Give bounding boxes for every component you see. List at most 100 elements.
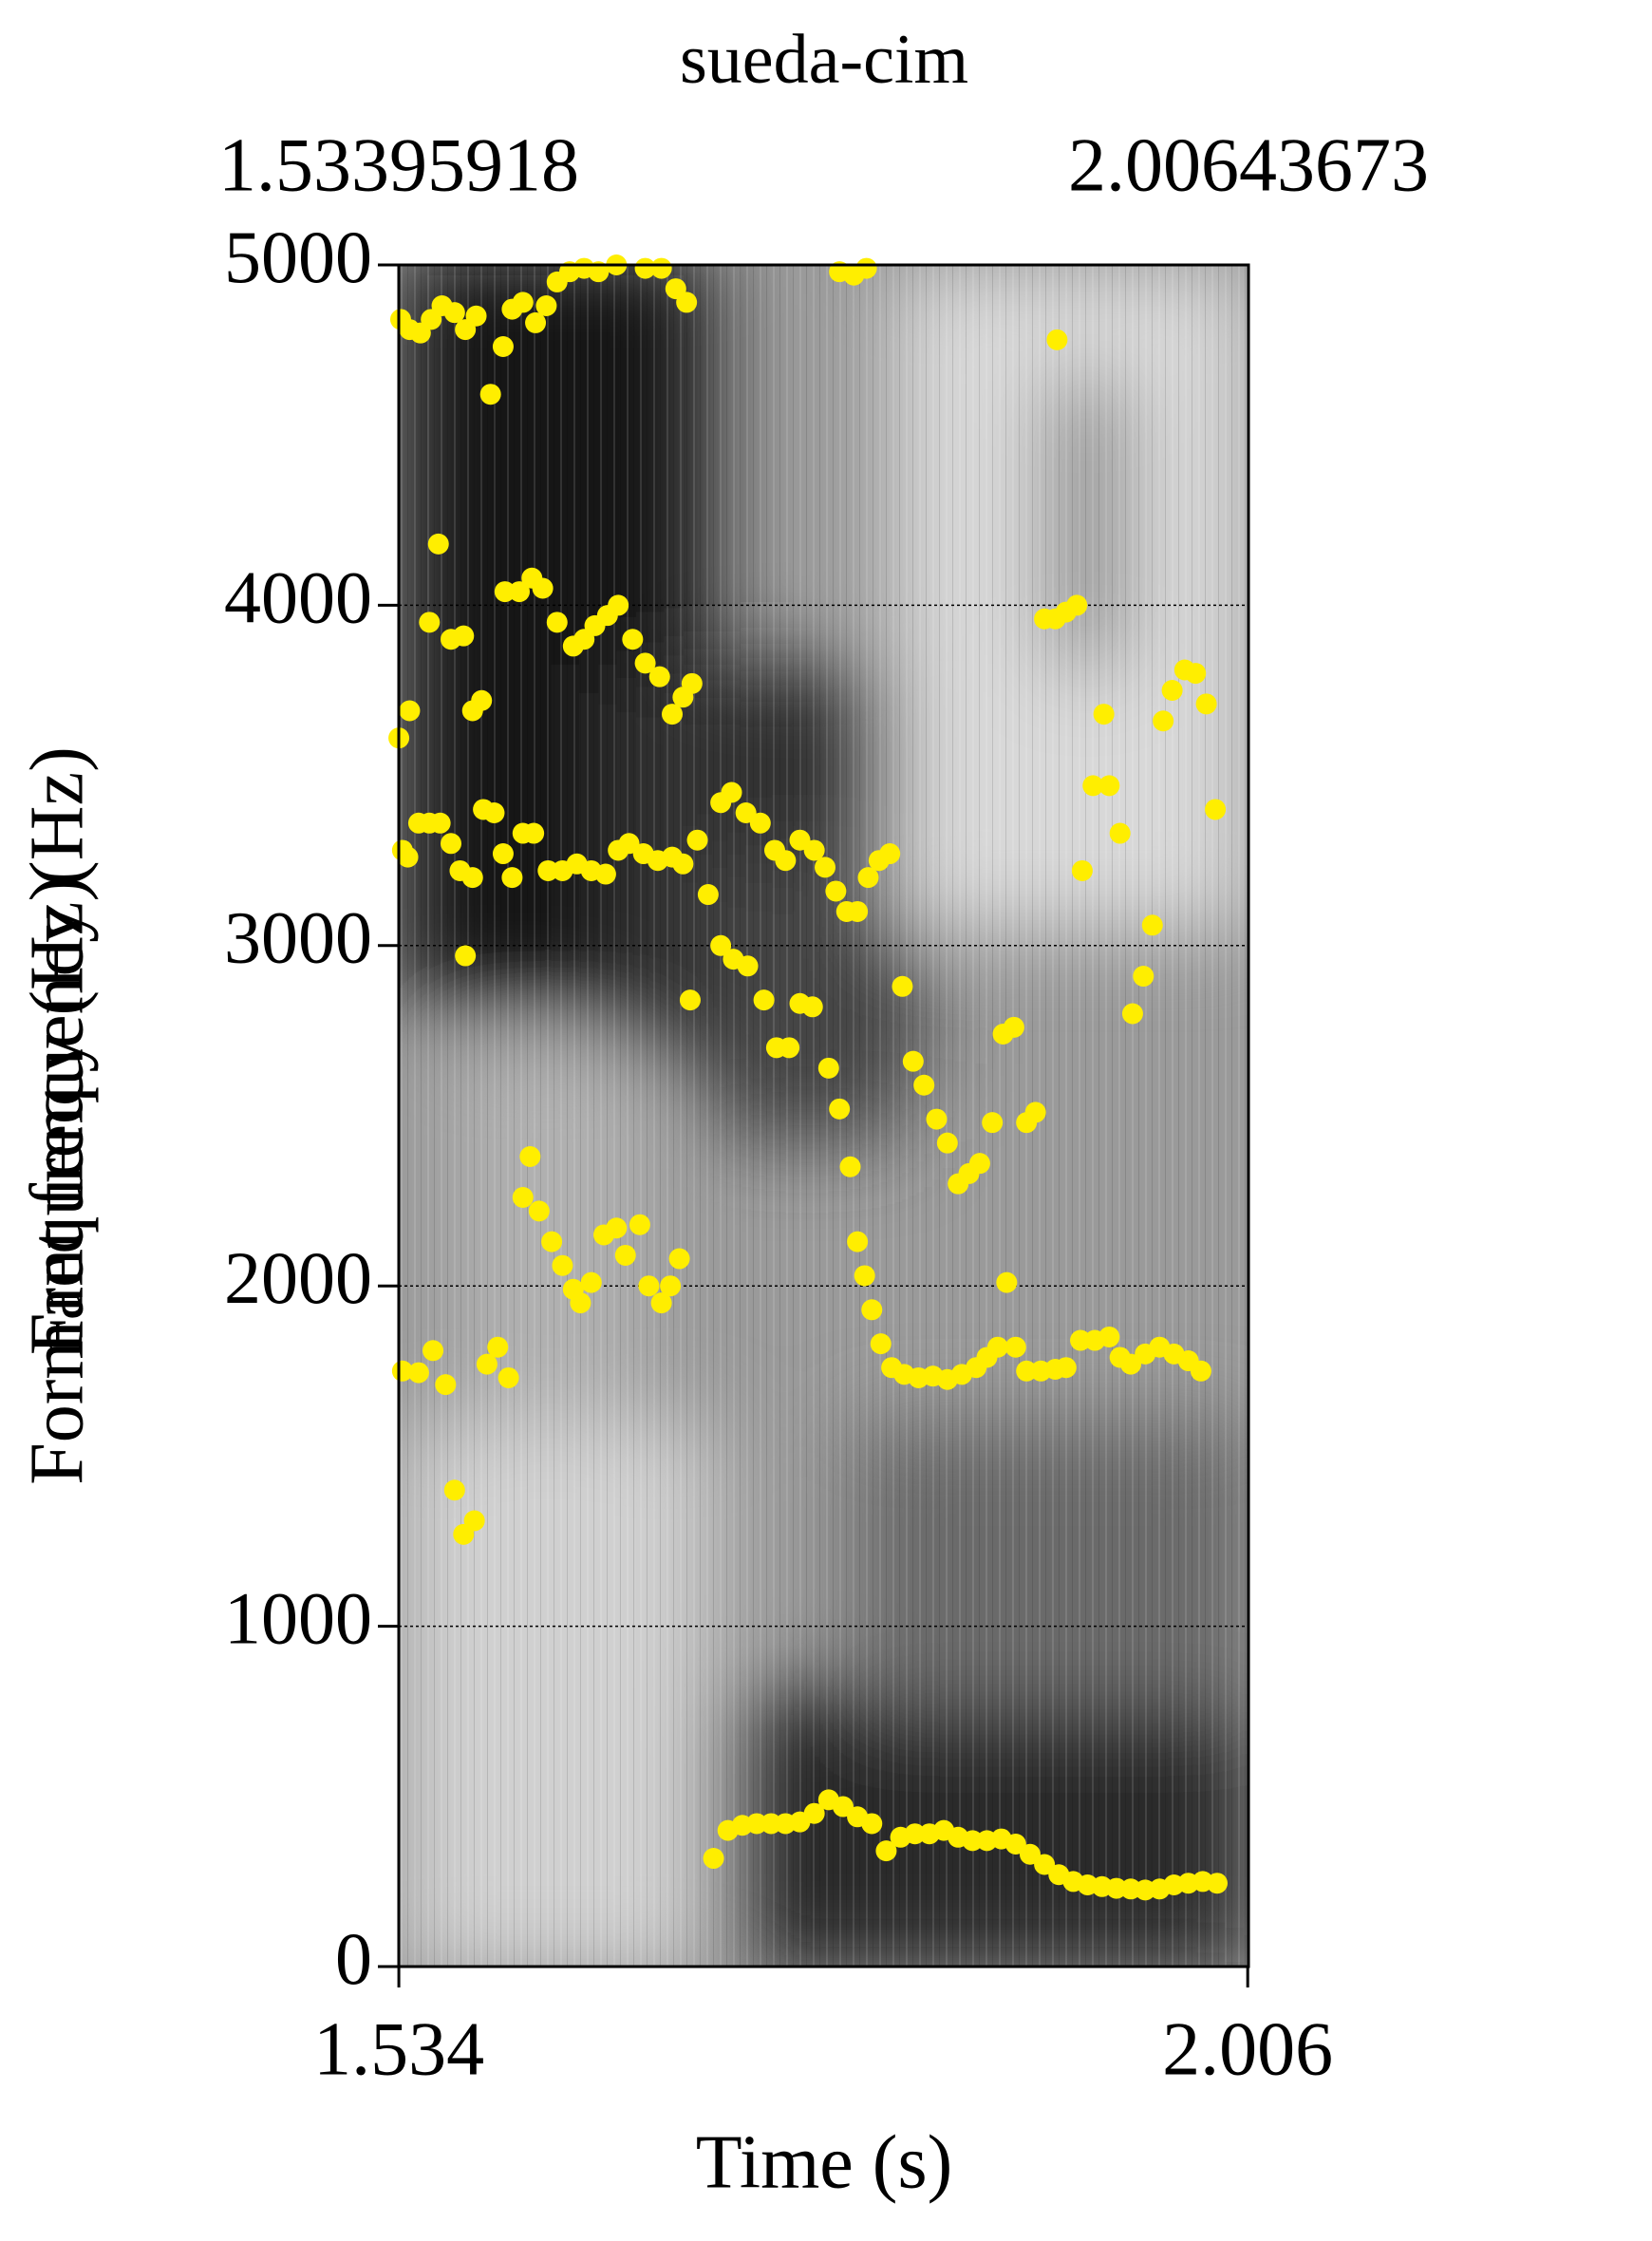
formant-point bbox=[650, 1292, 672, 1314]
formant-points bbox=[388, 254, 1228, 1901]
formant-point bbox=[570, 1292, 591, 1314]
formant-point bbox=[861, 1299, 883, 1321]
formant-point bbox=[606, 1217, 628, 1239]
formant-point bbox=[749, 812, 771, 834]
formant-point bbox=[1046, 329, 1068, 350]
formant-point bbox=[455, 945, 477, 967]
formant-point bbox=[519, 1146, 541, 1168]
formant-point bbox=[391, 1360, 413, 1382]
formant-point bbox=[508, 581, 530, 603]
formant-point bbox=[622, 629, 644, 650]
formant-point bbox=[801, 996, 823, 1018]
formant-point bbox=[902, 1050, 924, 1072]
formant-point bbox=[443, 302, 465, 324]
formant-point bbox=[422, 1340, 444, 1362]
formant-point bbox=[1071, 859, 1093, 881]
formant-point bbox=[1016, 1360, 1038, 1382]
formant-point bbox=[803, 1802, 825, 1824]
y-tick-label: 2000 bbox=[224, 1236, 372, 1319]
formant-point bbox=[608, 594, 629, 616]
formant-point bbox=[1070, 1329, 1092, 1351]
formant-point bbox=[660, 1275, 682, 1297]
formant-point bbox=[532, 577, 554, 599]
formant-point bbox=[523, 822, 545, 844]
x-axis-label: Time (s) bbox=[696, 2120, 952, 2204]
x-tick-label: 2.006 bbox=[1162, 2007, 1333, 2091]
formant-point bbox=[1093, 704, 1115, 725]
formant-point bbox=[535, 295, 557, 317]
formant-point bbox=[697, 884, 719, 906]
formant-point bbox=[629, 1214, 650, 1235]
formant-point bbox=[996, 1271, 1018, 1293]
formant-point bbox=[588, 261, 610, 283]
formant-point bbox=[1066, 594, 1088, 616]
formant-point bbox=[847, 900, 869, 922]
formant-point bbox=[429, 812, 451, 834]
formant-point bbox=[419, 612, 441, 633]
formant-point bbox=[926, 1108, 948, 1130]
formant-point bbox=[847, 1231, 869, 1252]
formant-point bbox=[552, 1254, 573, 1276]
y-tick-label: 5000 bbox=[224, 216, 372, 298]
formant-point bbox=[672, 853, 694, 875]
formant-point bbox=[528, 1200, 550, 1222]
formant-point bbox=[1205, 799, 1227, 820]
y-tick-label: 1000 bbox=[224, 1577, 372, 1660]
formant-point bbox=[1195, 693, 1217, 715]
formant-point bbox=[1082, 775, 1104, 797]
formant-point bbox=[1185, 663, 1207, 685]
formant-point bbox=[471, 689, 493, 711]
formant-point bbox=[1190, 1360, 1211, 1382]
formant-point bbox=[501, 867, 523, 889]
formant-point bbox=[1206, 1873, 1228, 1894]
formant-point bbox=[476, 1353, 497, 1375]
formant-point bbox=[650, 257, 672, 279]
formant-point bbox=[982, 1112, 1004, 1134]
formant-point bbox=[441, 833, 462, 855]
formant-point bbox=[861, 1813, 883, 1835]
formant-point bbox=[1003, 1016, 1024, 1038]
formant-point bbox=[541, 1231, 563, 1252]
formant-point bbox=[512, 292, 534, 313]
formant-point bbox=[537, 859, 559, 881]
formant-point bbox=[857, 867, 879, 889]
y-tick-label: 4000 bbox=[224, 556, 372, 638]
formant-point bbox=[875, 1840, 897, 1862]
spectrogram bbox=[399, 265, 1248, 1967]
formant-point bbox=[775, 850, 797, 872]
formant-point bbox=[753, 989, 775, 1011]
formant-point bbox=[962, 1830, 984, 1852]
formant-point bbox=[427, 533, 449, 555]
formant-point bbox=[737, 955, 759, 977]
y-axis-label: Formant frequency (Hz) bbox=[15, 746, 99, 1484]
formant-point bbox=[892, 975, 913, 997]
formant-point bbox=[399, 700, 421, 722]
formant-point bbox=[839, 1156, 861, 1177]
formant-point bbox=[1055, 1357, 1077, 1379]
formant-point bbox=[1024, 1102, 1046, 1123]
formant-point bbox=[1153, 710, 1174, 732]
formant-point bbox=[703, 1848, 724, 1870]
formant-point bbox=[492, 336, 514, 358]
formant-point bbox=[492, 843, 514, 865]
formant-point bbox=[1004, 1336, 1026, 1358]
formant-point bbox=[855, 257, 877, 279]
formant-point bbox=[483, 802, 505, 824]
formant-point bbox=[461, 867, 483, 889]
formant-point bbox=[397, 846, 419, 868]
chart-title: sueda-cim bbox=[680, 21, 968, 99]
formant-point bbox=[479, 384, 501, 405]
formant-point bbox=[1161, 680, 1183, 701]
formant-point bbox=[648, 666, 670, 687]
formant-point bbox=[443, 1479, 465, 1501]
formant-point bbox=[1133, 966, 1155, 988]
formant-point bbox=[870, 1333, 892, 1355]
formant-point bbox=[679, 989, 701, 1011]
formant-point bbox=[497, 1366, 519, 1388]
formant-point bbox=[453, 625, 475, 647]
formant-point bbox=[525, 311, 547, 333]
formant-point bbox=[594, 863, 616, 885]
formant-point bbox=[668, 1248, 690, 1270]
